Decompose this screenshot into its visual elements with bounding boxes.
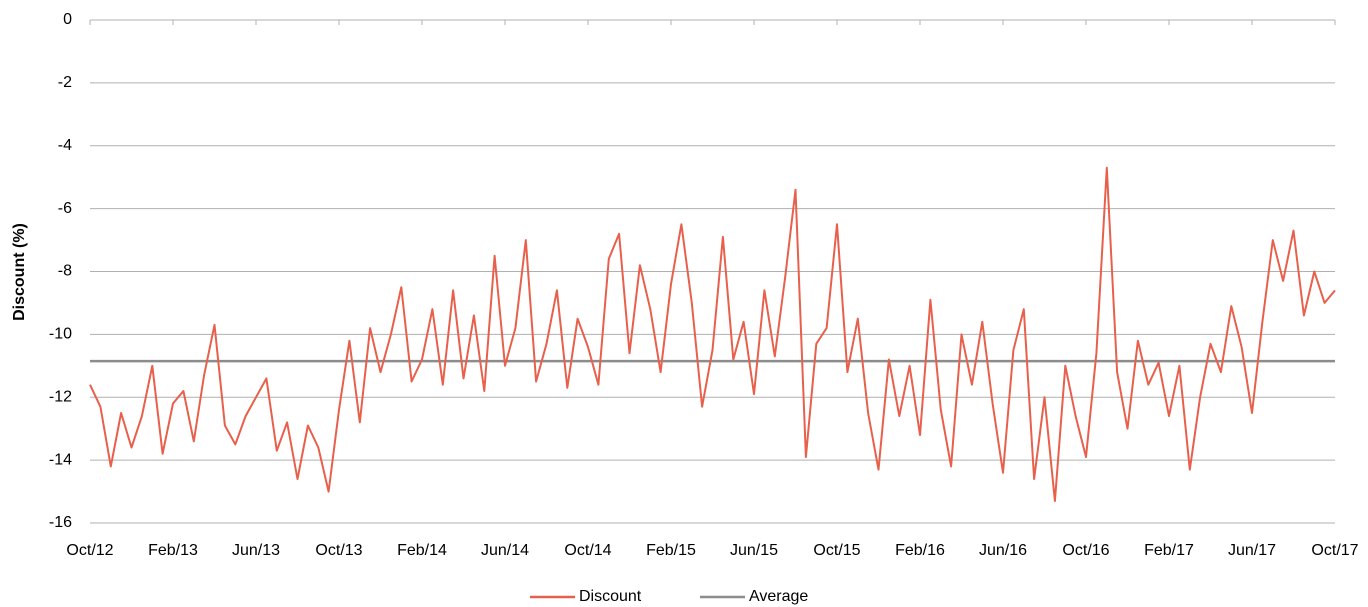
x-tick-label: Feb/15 xyxy=(646,542,696,559)
y-tick-label: -2 xyxy=(58,74,72,91)
y-tick-label: -14 xyxy=(49,451,72,468)
y-tick-label: -10 xyxy=(49,326,72,343)
x-tick-label: Jun/14 xyxy=(481,542,529,559)
x-tick-label: Jun/13 xyxy=(232,542,280,559)
x-tick-label: Oct/16 xyxy=(1062,542,1109,559)
legend-label: Average xyxy=(749,588,808,605)
x-tick-label: Oct/14 xyxy=(564,542,611,559)
x-tick-label: Jun/16 xyxy=(979,542,1027,559)
legend-label: Discount xyxy=(579,588,642,605)
y-tick-label: 0 xyxy=(63,11,72,28)
x-tick-label: Oct/13 xyxy=(315,542,362,559)
y-tick-label: -4 xyxy=(58,137,72,154)
x-tick-label: Feb/13 xyxy=(148,542,198,559)
y-tick-label: -16 xyxy=(49,514,72,531)
x-tick-label: Oct/17 xyxy=(1311,542,1358,559)
x-tick-label: Feb/17 xyxy=(1144,542,1194,559)
x-tick-label: Jun/15 xyxy=(730,542,778,559)
y-tick-label: -12 xyxy=(49,388,72,405)
x-tick-label: Feb/16 xyxy=(895,542,945,559)
discount-line xyxy=(89,166,1336,502)
y-tick-label: -8 xyxy=(58,263,72,280)
x-tick-label: Oct/12 xyxy=(66,542,113,559)
x-tick-label: Jun/17 xyxy=(1228,542,1276,559)
y-axis-label: Discount (%) xyxy=(11,223,28,321)
x-tick-label: Feb/14 xyxy=(397,542,447,559)
y-tick-label: -6 xyxy=(58,200,72,217)
x-tick-label: Oct/15 xyxy=(813,542,860,559)
